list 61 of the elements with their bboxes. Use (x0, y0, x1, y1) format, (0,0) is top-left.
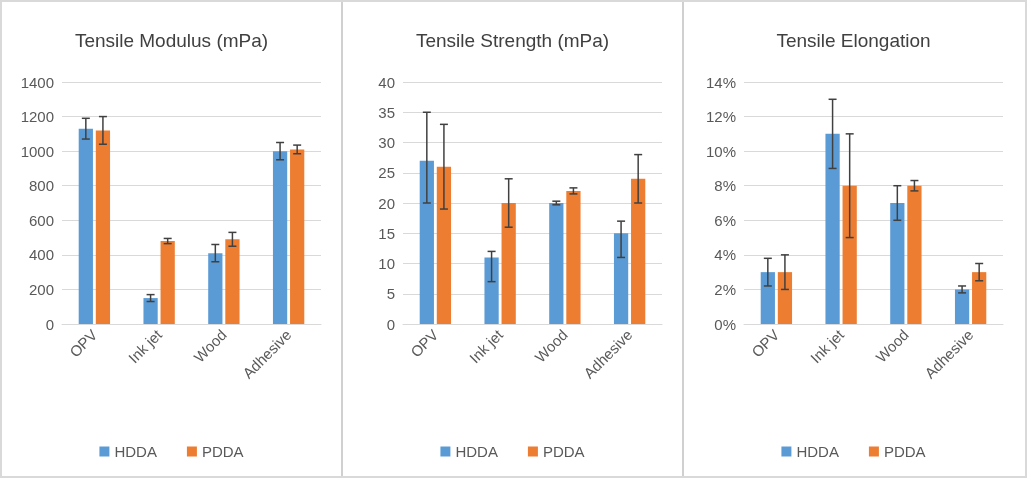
chart-title: Tensile Elongation (776, 30, 931, 51)
bar (842, 185, 857, 324)
bar (613, 233, 629, 324)
y-tick-label: 40 (378, 73, 395, 91)
y-tick-label: 200 (28, 280, 54, 298)
y-tick-label: 400 (28, 246, 54, 264)
y-tick-label: 6% (714, 211, 736, 229)
legend-label: HDDA (455, 443, 498, 460)
bar (208, 253, 223, 324)
bar (760, 272, 775, 324)
y-tick-label: 0 (386, 315, 395, 333)
y-tick-label: 800 (28, 177, 54, 195)
x-tick-label: Ink jet (465, 325, 507, 367)
y-tick-label: 2% (714, 280, 736, 298)
y-tick-label: 10 (378, 255, 395, 272)
bar (777, 272, 793, 324)
bar (549, 203, 564, 324)
y-tick-label: 1200 (20, 108, 54, 126)
y-tick-label: 14% (705, 73, 736, 91)
bar (954, 289, 970, 324)
bar (631, 178, 646, 324)
y-tick-label: 12% (705, 108, 736, 126)
bar (419, 160, 434, 324)
y-tick-label: 0 (45, 315, 54, 333)
legend-label: PDDA (883, 443, 926, 460)
legend-label: PDDA (542, 443, 585, 460)
bar (501, 203, 516, 324)
bar (436, 166, 452, 324)
y-tick-label: 10% (705, 142, 736, 160)
bar (890, 203, 905, 324)
bar (484, 257, 499, 324)
x-tick-label: Ink jet (124, 325, 166, 367)
y-tick-label: 5 (386, 285, 395, 303)
chart-title: Tensile Strength (mPa) (415, 30, 610, 51)
y-tick-label: 0% (714, 315, 736, 333)
legend-label: PDDA (201, 443, 244, 460)
x-tick-label: Ink jet (806, 325, 848, 367)
y-tick-label: 8% (714, 177, 736, 195)
bar (143, 298, 158, 324)
y-tick-label: 1000 (20, 142, 54, 160)
bar (290, 149, 305, 324)
y-tick-label: 600 (28, 211, 54, 229)
bar (972, 272, 987, 324)
bar (225, 239, 240, 324)
bar (566, 190, 581, 324)
bar (78, 128, 93, 324)
bar (825, 133, 840, 324)
y-tick-label: 25 (378, 164, 395, 182)
y-tick-label: 15 (378, 224, 395, 242)
y-tick-label: 20 (378, 194, 395, 212)
bar (160, 241, 175, 324)
y-tick-label: 1400 (20, 73, 54, 91)
y-tick-label: 30 (378, 134, 395, 151)
y-tick-label: 4% (714, 246, 736, 264)
legend-label: HDDA (796, 443, 839, 460)
chart-title: Tensile Modulus (mPa) (74, 30, 269, 51)
legend-label: HDDA (114, 443, 157, 460)
bar (272, 151, 288, 324)
bar (95, 130, 111, 324)
y-tick-label: 35 (378, 103, 395, 121)
bar (907, 185, 922, 324)
